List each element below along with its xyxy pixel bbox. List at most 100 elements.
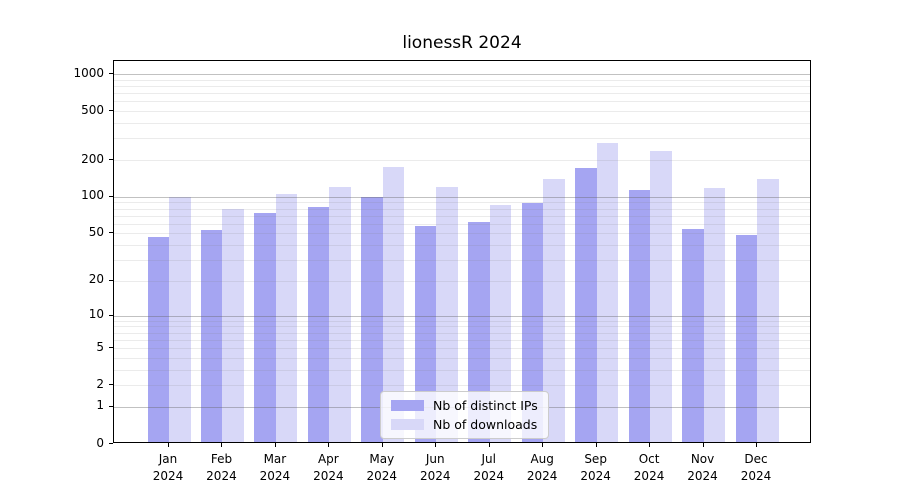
bar-downloads-aug: [543, 179, 565, 442]
bar-downloads-apr: [329, 186, 351, 442]
x-tick-label-jun: Jun 2024: [407, 451, 463, 485]
chart-title: lionessR 2024: [402, 33, 522, 53]
bar-distinct-ips-may: [361, 197, 383, 442]
x-tick-mark-jul: [488, 443, 490, 447]
x-tick-label-may: May 2024: [354, 451, 410, 485]
x-tick-mark-dec: [756, 443, 757, 447]
y-tick-mark-0: [109, 443, 113, 444]
gridline-y-600: [114, 101, 810, 103]
x-tick-mark-aug: [542, 443, 544, 447]
x-tick-mark-jun: [435, 443, 437, 447]
gridline-y-800: [114, 86, 810, 87]
bar-downloads-nov: [703, 187, 726, 442]
bar-distinct-ips-mar: [254, 213, 276, 442]
x-tick-year: 2024: [687, 469, 718, 483]
x-tick-mark-feb: [221, 443, 223, 447]
y-tick-label-20: 20: [88, 272, 104, 287]
gridline-y-70: [114, 215, 810, 217]
y-tick-label-10: 10: [88, 307, 104, 322]
gridline-y-90: [114, 202, 810, 204]
x-tick-month: Jun: [425, 452, 445, 466]
bar-downloads-jan: [169, 197, 191, 442]
bar-distinct-ips-jan: [147, 237, 169, 442]
x-tick-mark-apr: [328, 443, 330, 447]
x-tick-label-aug: Aug 2024: [514, 451, 570, 485]
gridline-y-700: [114, 93, 810, 95]
bar-distinct-ips-feb: [200, 230, 223, 442]
gridline-y-8: [114, 326, 810, 328]
x-tick-year: 2024: [206, 469, 237, 483]
bars-layer: [114, 61, 810, 442]
y-tick-mark-500: [109, 110, 113, 112]
y-tick-label-0: 0: [96, 435, 104, 450]
x-tick-month: Jan: [158, 452, 178, 466]
y-tick-mark-1: [109, 405, 113, 407]
x-tick-mark-nov: [702, 443, 704, 447]
y-tick-label-5: 5: [96, 339, 104, 354]
x-tick-month: Apr: [317, 452, 339, 466]
x-tick-month: May: [369, 452, 395, 466]
x-tick-month: Nov: [690, 452, 715, 466]
y-tick-label-2: 2: [96, 376, 104, 391]
bar-downloads-may: [382, 166, 405, 442]
x-tick-year: 2024: [419, 469, 451, 483]
x-tick-year: 2024: [580, 469, 611, 483]
bar-distinct-ips-nov: [682, 229, 704, 442]
x-tick-month: Aug: [530, 452, 554, 466]
gridline-y-10: [114, 315, 810, 317]
bar-downloads-sep: [596, 143, 619, 442]
x-tick-year: 2024: [259, 469, 291, 483]
x-tick-mark-sep: [595, 443, 597, 447]
y-tick-label-200: 200: [81, 151, 104, 166]
y-tick-label-1000: 1000: [73, 65, 104, 80]
bar-distinct-ips-oct: [628, 189, 651, 442]
gridline-y-300: [114, 138, 810, 140]
x-tick-month: Feb: [210, 452, 233, 466]
bar-downloads-jul: [489, 204, 512, 442]
x-tick-label-mar: Mar 2024: [247, 451, 303, 485]
bar-downloads-mar: [275, 193, 298, 442]
bar-downloads-dec: [757, 178, 779, 442]
legend-item-distinct-ips: Nb of distinct IPs: [391, 398, 538, 413]
x-tick-year: 2024: [366, 469, 398, 483]
x-tick-year: 2024: [526, 469, 558, 483]
legend-item-downloads: Nb of downloads: [391, 417, 538, 432]
gridline-y-80: [114, 208, 810, 210]
y-tick-mark-5: [109, 347, 113, 349]
bar-distinct-ips-sep: [575, 167, 597, 442]
y-tick-mark-200: [109, 159, 113, 161]
x-tick-month: Oct: [638, 452, 660, 466]
x-tick-label-dec: Dec 2024: [728, 451, 784, 485]
gridline-y-7: [114, 332, 810, 334]
x-tick-year: 2024: [152, 469, 184, 483]
x-tick-label-sep: Sep 2024: [568, 451, 624, 485]
gridline-y-60: [114, 223, 810, 225]
x-tick-label-oct: Oct 2024: [621, 451, 677, 485]
x-tick-label-apr: Apr 2024: [300, 451, 356, 485]
legend: Nb of distinct IPs Nb of downloads: [380, 391, 549, 439]
gridline-y-4: [114, 357, 810, 359]
x-tick-mark-mar: [274, 443, 276, 447]
bar-distinct-ips-dec: [735, 234, 757, 442]
x-tick-month: Mar: [263, 452, 287, 466]
plot-area: [113, 60, 811, 443]
legend-label-distinct-ips: Nb of distinct IPs: [433, 398, 538, 413]
bar-distinct-ips-apr: [307, 207, 330, 442]
bar-downloads-feb: [222, 208, 244, 442]
gridline-y-200: [114, 160, 810, 162]
gridline-y-1000: [114, 74, 810, 76]
x-tick-label-nov: Nov 2024: [675, 451, 731, 485]
x-tick-month: Dec: [744, 452, 768, 466]
x-tick-year: 2024: [313, 469, 344, 483]
x-tick-year: 2024: [473, 469, 504, 483]
y-tick-mark-100: [109, 195, 113, 197]
x-tick-label-jul: Jul 2024: [461, 451, 517, 485]
x-tick-year: 2024: [633, 469, 665, 483]
legend-swatch-distinct-ips: [391, 400, 424, 411]
x-tick-mark-oct: [649, 443, 651, 447]
y-tick-mark-1000: [109, 73, 113, 75]
x-tick-label-feb: Feb 2024: [193, 451, 249, 485]
gridline-y-20: [114, 280, 810, 282]
bar-distinct-ips-aug: [521, 202, 544, 442]
